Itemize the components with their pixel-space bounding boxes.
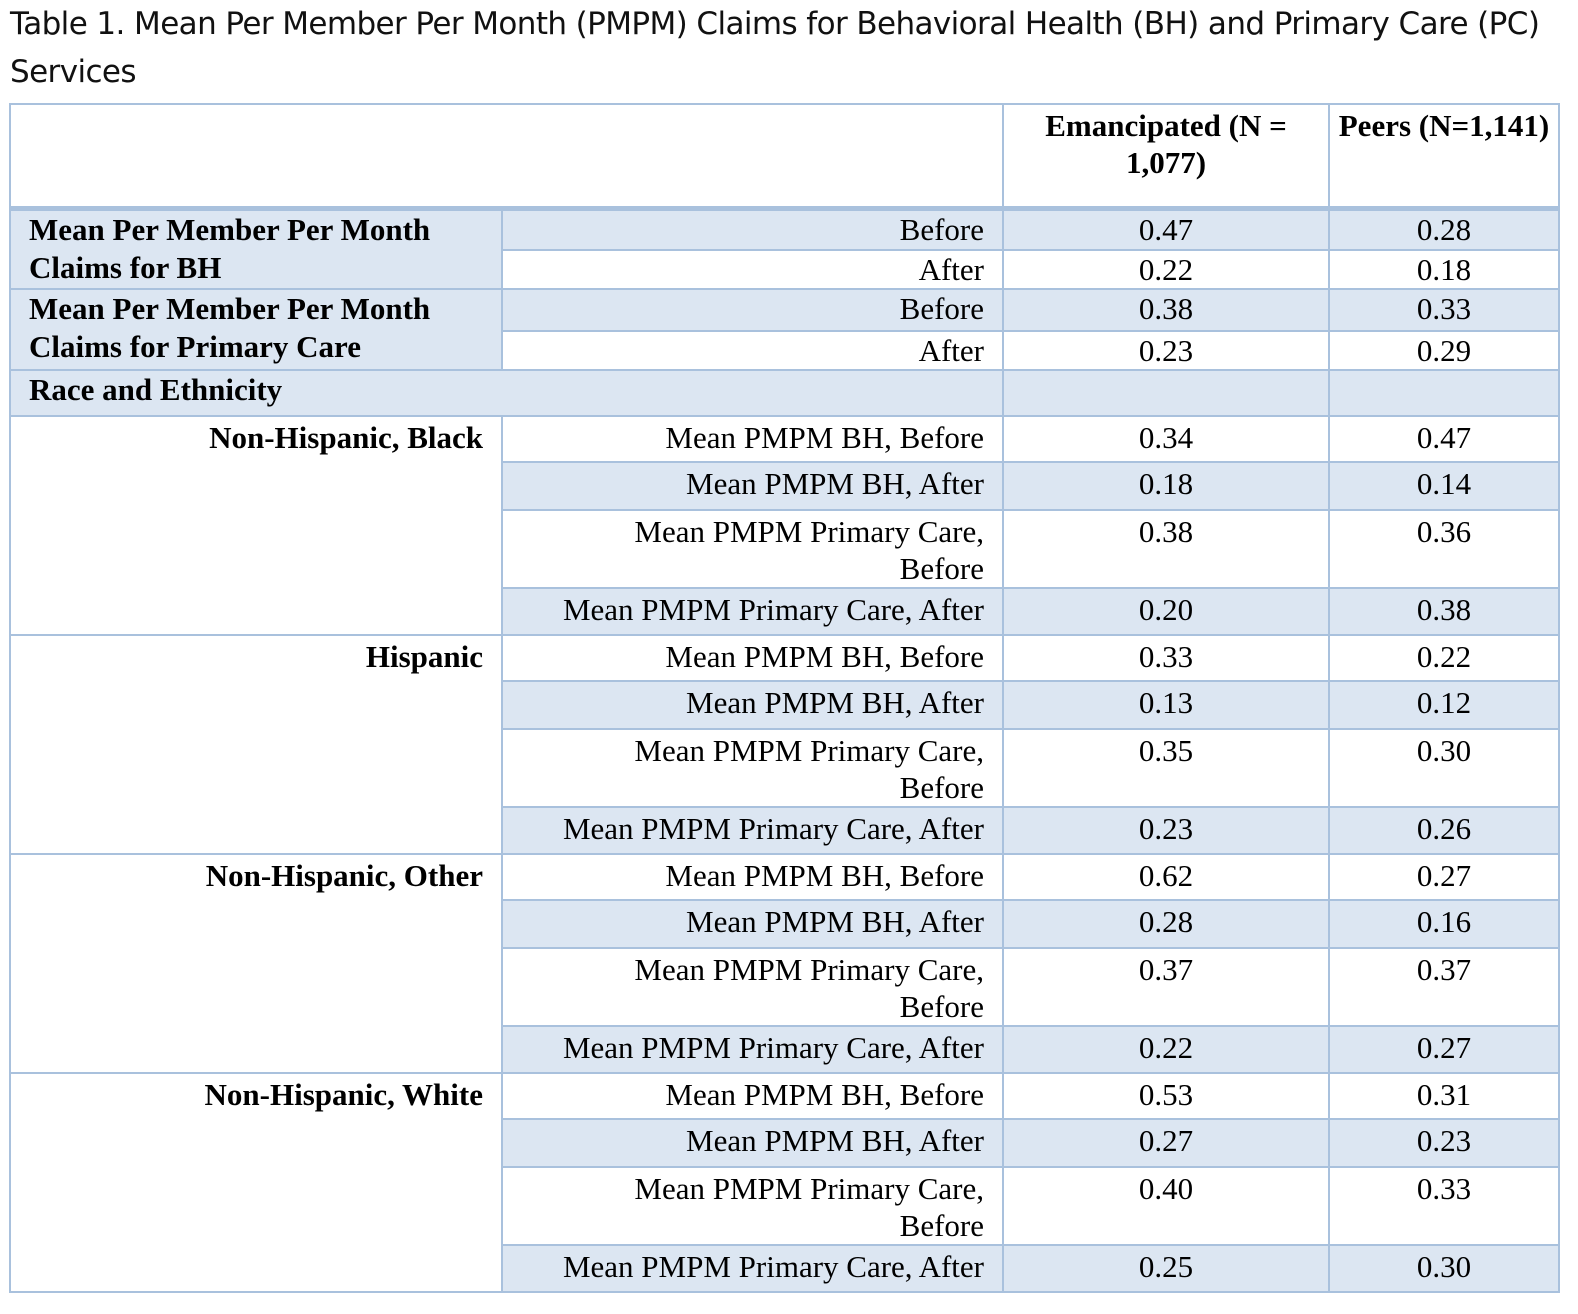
peers-value: 0.38 — [1328, 587, 1560, 636]
table-row: Mean Per Member Per Month Claims for BH B… — [9, 207, 1560, 290]
peers-value: 0.33 — [1328, 1166, 1560, 1246]
row-label: Mean PMPM Primary Care, Before — [501, 1166, 1004, 1246]
table-row: Hispanic Mean PMPM BH, Before 0.33 0.22 — [9, 634, 1560, 855]
summary-group-label: Mean Per Member Per Month Claims for Pri… — [9, 288, 503, 371]
emancipated-value: 0.23 — [1002, 806, 1330, 855]
table-row: Mean PMPM BH, After 0.27 0.23 — [10, 1118, 1560, 1168]
table-row: Non-Hispanic, Black Mean PMPM BH, Before 0… — [9, 415, 1560, 636]
peers-value: 0.37 — [1328, 947, 1560, 1027]
peers-value: 0.30 — [1328, 728, 1560, 808]
table-row: Mean PMPM Primary Care, Before 0.37 0.37 — [10, 947, 1560, 1027]
row-label: Mean PMPM BH, After — [501, 1118, 1004, 1168]
emancipated-value: 0.18 — [1002, 461, 1330, 511]
row-label: Mean PMPM BH, After — [501, 680, 1004, 730]
emancipated-value: 0.20 — [1002, 587, 1330, 636]
row-label: Before — [501, 288, 1004, 332]
row-label: Mean PMPM Primary Care, After — [501, 1025, 1004, 1074]
peers-value: 0.14 — [1328, 461, 1560, 511]
table-row: Mean PMPM Primary Care, After 0.25 0.30 — [10, 1244, 1560, 1293]
table-row: Non-Hispanic, White Mean PMPM BH, Before 0… — [9, 1072, 1560, 1293]
claims-table: Emancipated (N = 1,077) Peers (N=1,141) … — [9, 103, 1560, 1293]
race-group-label: Hispanic — [9, 634, 503, 855]
row-label: Mean PMPM Primary Care, Before — [501, 947, 1004, 1027]
emancipated-value: 0.22 — [1002, 1025, 1330, 1074]
row-label: Mean PMPM BH, Before — [501, 1072, 1004, 1120]
row-label: Mean PMPM BH, Before — [501, 415, 1004, 463]
row-label: Mean PMPM BH, After — [501, 461, 1004, 511]
table-row: Mean PMPM BH, After 0.28 0.16 — [10, 899, 1560, 949]
peers-value: 0.30 — [1328, 1244, 1560, 1293]
row-label: After — [501, 330, 1004, 371]
row-label: Mean PMPM Primary Care, After — [501, 806, 1004, 855]
emancipated-value: 0.27 — [1002, 1118, 1330, 1168]
row-label: Mean PMPM BH, Before — [501, 634, 1004, 682]
race-group-label: Non-Hispanic, White — [9, 1072, 503, 1293]
emancipated-value: 0.22 — [1002, 249, 1330, 290]
emancipated-value: 0.34 — [1002, 415, 1330, 463]
race-heading-row: Race and Ethnicity — [9, 369, 1560, 417]
peers-value: 0.12 — [1328, 680, 1560, 730]
table-row: After 0.23 0.29 — [10, 330, 1560, 371]
race-heading: Race and Ethnicity — [9, 369, 1004, 417]
header-row: Emancipated (N = 1,077) Peers (N=1,141) — [9, 103, 1560, 211]
emancipated-value: 0.62 — [1002, 853, 1330, 901]
emancipated-value: 0.38 — [1002, 288, 1330, 332]
peers-value: 0.18 — [1328, 249, 1560, 290]
emancipated-value: 0.28 — [1002, 899, 1330, 949]
peers-value: 0.36 — [1328, 509, 1560, 589]
row-label: Mean PMPM Primary Care, After — [501, 587, 1004, 636]
emancipated-value: 0.40 — [1002, 1166, 1330, 1246]
row-label: Mean PMPM Primary Care, After — [501, 1244, 1004, 1293]
peers-value: 0.22 — [1328, 634, 1560, 682]
race-group-label: Non-Hispanic, Black — [9, 415, 503, 636]
table-row: Mean PMPM BH, After 0.18 0.14 — [10, 461, 1560, 511]
row-label: Mean PMPM Primary Care, Before — [501, 509, 1004, 589]
empty-cell — [1002, 369, 1330, 417]
emancipated-value: 0.38 — [1002, 509, 1330, 589]
header-peers: Peers (N=1,141) — [1328, 103, 1560, 211]
race-group-label: Non-Hispanic, Other — [9, 853, 503, 1074]
table-row: Mean PMPM Primary Care, After 0.23 0.26 — [10, 806, 1560, 855]
peers-value: 0.31 — [1328, 1072, 1560, 1120]
table-row: Mean PMPM Primary Care, Before 0.40 0.33 — [10, 1166, 1560, 1246]
peers-value: 0.16 — [1328, 899, 1560, 949]
peers-value: 0.33 — [1328, 288, 1560, 332]
row-label: Mean PMPM BH, Before — [501, 853, 1004, 901]
table-row: After 0.22 0.18 — [10, 249, 1560, 290]
row-label: Mean PMPM Primary Care, Before — [501, 728, 1004, 808]
emancipated-value: 0.35 — [1002, 728, 1330, 808]
peers-value: 0.28 — [1328, 207, 1560, 251]
peers-value: 0.23 — [1328, 1118, 1560, 1168]
peers-value: 0.27 — [1328, 1025, 1560, 1074]
peers-value: 0.26 — [1328, 806, 1560, 855]
table-caption: Table 1. Mean Per Member Per Month (PMPM… — [10, 6, 1540, 90]
table-row: Mean PMPM Primary Care, After 0.22 0.27 — [10, 1025, 1560, 1074]
emancipated-value: 0.25 — [1002, 1244, 1330, 1293]
peers-value: 0.47 — [1328, 415, 1560, 463]
table-row: Mean PMPM Primary Care, Before 0.35 0.30 — [10, 728, 1560, 808]
emancipated-value: 0.23 — [1002, 330, 1330, 371]
summary-group-label: Mean Per Member Per Month Claims for BH — [9, 207, 503, 290]
peers-value: 0.27 — [1328, 853, 1560, 901]
header-blank-cell — [9, 103, 1004, 211]
table-row: Non-Hispanic, Other Mean PMPM BH, Before 0… — [9, 853, 1560, 1074]
table-row: Mean PMPM BH, After 0.13 0.12 — [10, 680, 1560, 730]
table-row: Mean PMPM Primary Care, After 0.20 0.38 — [10, 587, 1560, 636]
peers-value: 0.29 — [1328, 330, 1560, 371]
row-label: After — [501, 249, 1004, 290]
emancipated-value: 0.53 — [1002, 1072, 1330, 1120]
emancipated-value: 0.33 — [1002, 634, 1330, 682]
row-label: Before — [501, 207, 1004, 251]
emancipated-value: 0.47 — [1002, 207, 1330, 251]
table-row: Mean PMPM Primary Care, Before 0.38 0.36 — [10, 509, 1560, 589]
header-emancipated: Emancipated (N = 1,077) — [1002, 103, 1330, 211]
row-label: Mean PMPM BH, After — [501, 899, 1004, 949]
emancipated-value: 0.13 — [1002, 680, 1330, 730]
emancipated-value: 0.37 — [1002, 947, 1330, 1027]
empty-cell — [1328, 369, 1560, 417]
table-row: Mean Per Member Per Month Claims for Pri… — [9, 288, 1560, 371]
